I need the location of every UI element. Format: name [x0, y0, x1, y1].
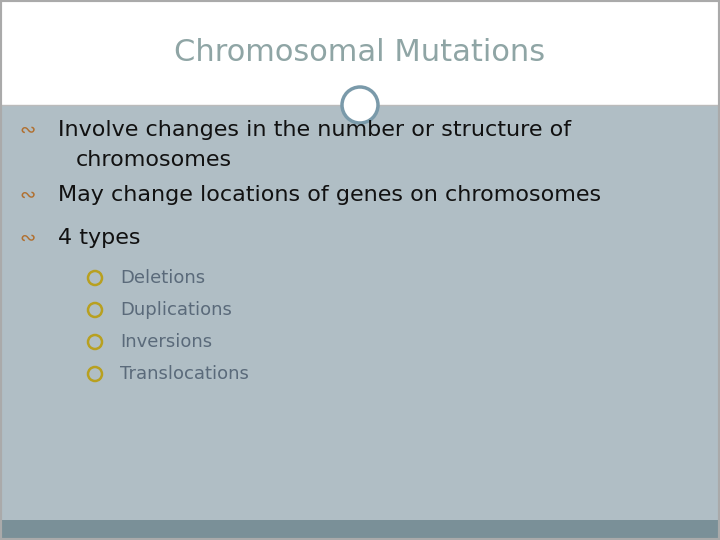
Text: Translocations: Translocations	[120, 365, 249, 383]
Text: ∾: ∾	[20, 228, 36, 247]
Text: Deletions: Deletions	[120, 269, 205, 287]
FancyBboxPatch shape	[0, 520, 720, 540]
Text: chromosomes: chromosomes	[76, 150, 232, 170]
FancyBboxPatch shape	[0, 0, 720, 105]
Text: ∾: ∾	[20, 120, 36, 139]
Text: 4 types: 4 types	[58, 228, 140, 248]
Text: Chromosomal Mutations: Chromosomal Mutations	[174, 38, 546, 67]
Text: Inversions: Inversions	[120, 333, 212, 351]
Circle shape	[342, 87, 378, 123]
Text: Duplications: Duplications	[120, 301, 232, 319]
Text: ∾: ∾	[20, 186, 36, 205]
Text: Involve changes in the number or structure of: Involve changes in the number or structu…	[58, 120, 571, 140]
FancyBboxPatch shape	[0, 105, 720, 520]
Text: May change locations of genes on chromosomes: May change locations of genes on chromos…	[58, 185, 601, 205]
